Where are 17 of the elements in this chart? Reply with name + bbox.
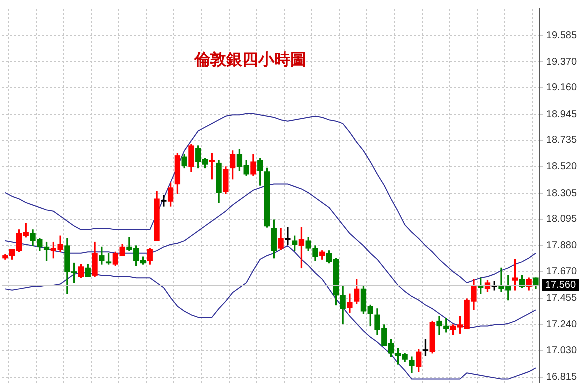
y-tick-label: 18.305 [546, 188, 578, 200]
y-tick-label: 18.945 [546, 109, 578, 120]
y-tick-label: 19.160 [546, 82, 578, 94]
y-tick-label: 19.370 [546, 56, 578, 68]
y-tick-label: 16.815 [546, 372, 578, 384]
y-tick-label: 17.240 [546, 320, 578, 331]
ref-line-label: 17.560 [545, 280, 576, 292]
y-tick-label: 17.455 [546, 293, 578, 304]
y-tick-label: 19.585 [546, 30, 578, 42]
y-tick-label: 18.735 [546, 135, 578, 146]
y-tick-label: 18.095 [546, 214, 578, 226]
y-tick-label: 17.670 [546, 266, 578, 278]
text: 倫敦銀四小時圖 [194, 50, 307, 70]
candlestick [285, 227, 291, 246]
y-tick-label: 17.030 [546, 346, 578, 357]
y-tick-label: 18.520 [546, 162, 578, 173]
y-tick-label: 17.880 [546, 240, 578, 252]
